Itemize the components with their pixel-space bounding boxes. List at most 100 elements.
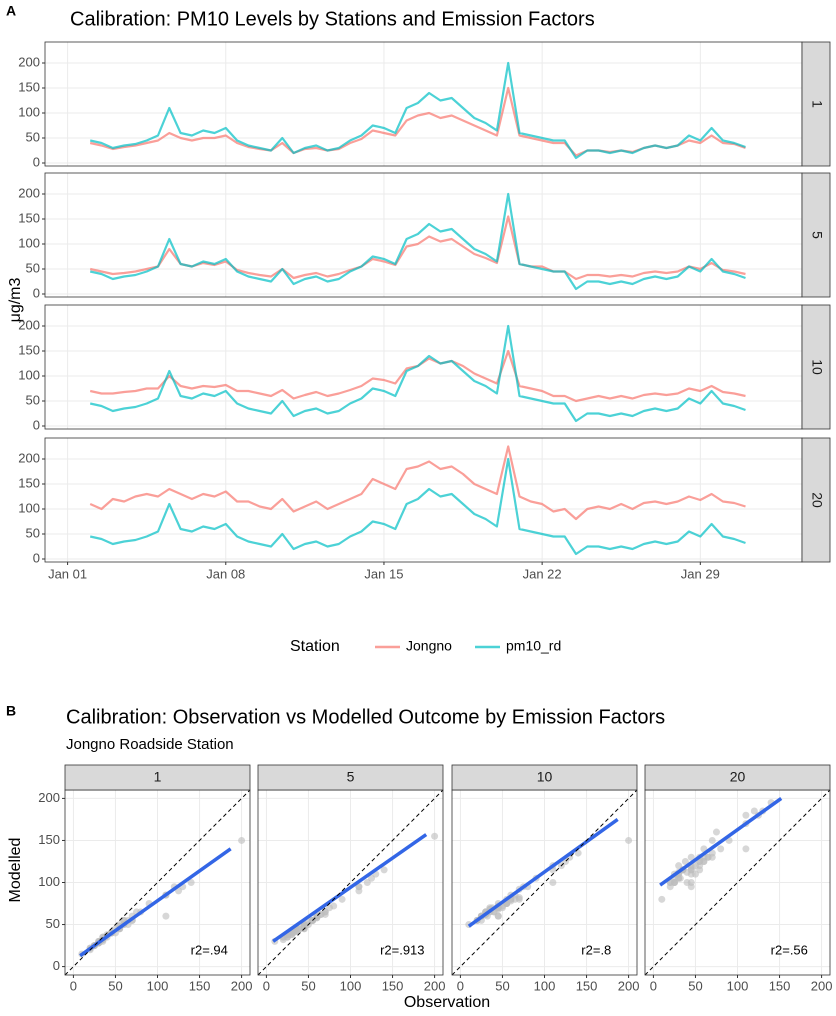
y-tick-label: 100 [18, 367, 40, 382]
x-tick-label: 50 [108, 978, 122, 993]
y-tick-label: 50 [46, 916, 60, 931]
y-tick-label: 200 [38, 790, 60, 805]
fit-line [659, 796, 783, 887]
y-tick-label: 50 [26, 260, 40, 275]
strip [801, 172, 831, 298]
x-tick-label: 100 [340, 978, 362, 993]
point [683, 868, 691, 876]
x-tick-label: 200 [618, 978, 640, 993]
strip [801, 41, 831, 167]
x-tick-label: 0 [70, 978, 77, 993]
y-tick-label: 200 [18, 317, 40, 332]
strip-label: 1 [154, 769, 162, 785]
x-tick-label: 150 [769, 978, 791, 993]
x-tick-label: 200 [811, 978, 833, 993]
point [238, 836, 246, 844]
point [708, 853, 716, 861]
point [515, 895, 523, 903]
point [321, 910, 329, 918]
x-tick-label: 100 [727, 978, 749, 993]
point [625, 836, 633, 844]
x-tick-label: 200 [424, 978, 446, 993]
x-tick-label: 150 [189, 978, 211, 993]
point [712, 828, 720, 836]
series-line [89, 61, 746, 160]
point [742, 845, 750, 853]
x-tick-label: Jan 08 [206, 566, 245, 581]
point [187, 879, 195, 886]
strip-label: 10 [537, 769, 553, 785]
fit-line [467, 818, 619, 928]
strip [451, 764, 638, 791]
x-tick-label: 0 [457, 978, 464, 993]
y-tick-label: 50 [26, 392, 40, 407]
strip [644, 764, 831, 791]
point [355, 883, 363, 891]
y-tick-label: 150 [18, 79, 40, 94]
chart-subtitle: Jongno Roadside Station [66, 736, 234, 753]
panel [45, 173, 802, 297]
y-tick-label: 200 [18, 450, 40, 465]
x-tick-label: Jan 15 [364, 566, 403, 581]
x-tick-label: 200 [231, 978, 253, 993]
point [676, 874, 684, 882]
annotation: r2=.56 [771, 942, 808, 957]
x-tick-label: Jan 01 [48, 566, 87, 581]
point [687, 853, 695, 861]
y-tick-label: 150 [38, 832, 60, 847]
panel [45, 42, 802, 166]
x-tick-label: 0 [263, 978, 270, 993]
legend-label: pm10_rd [506, 638, 561, 654]
panel [45, 305, 802, 429]
y-tick-label: 100 [18, 235, 40, 250]
point [687, 879, 695, 886]
y-tick-label: 0 [33, 550, 40, 565]
point [708, 836, 716, 844]
identity-line [644, 789, 831, 976]
x-tick-label: 150 [382, 978, 404, 993]
panel-tag: B [6, 703, 16, 719]
x-tick-label: Jan 29 [681, 566, 720, 581]
y-tick-label: 100 [18, 104, 40, 119]
point [717, 845, 725, 853]
annotation: r2=.94 [191, 942, 228, 957]
point [380, 866, 388, 874]
y-tick-label: 200 [18, 185, 40, 200]
y-tick-label: 50 [26, 525, 40, 540]
x-tick-label: 100 [534, 978, 556, 993]
y-axis-label: Modelled [7, 838, 24, 903]
y-tick-label: 0 [33, 417, 40, 432]
strip-label: 5 [347, 769, 355, 785]
point [549, 879, 557, 886]
strip-label: 10 [809, 359, 825, 375]
point [289, 929, 297, 937]
chart-title: Calibration: PM10 Levels by Stations and… [70, 8, 595, 30]
x-tick-label: 50 [301, 978, 315, 993]
identity-line [257, 789, 444, 976]
y-tick-label: 150 [18, 210, 40, 225]
chart-title: Calibration: Observation vs Modelled Out… [66, 706, 665, 728]
strip-label: 20 [730, 769, 746, 785]
annotation: r2=.913 [380, 942, 424, 957]
identity-line [64, 789, 251, 976]
fit-line [272, 833, 428, 943]
x-tick-label: 150 [576, 978, 598, 993]
point [658, 895, 666, 903]
fit-line [79, 847, 232, 958]
y-tick-label: 0 [53, 958, 60, 973]
x-tick-label: 50 [495, 978, 509, 993]
y-tick-label: 50 [26, 129, 40, 144]
y-tick-label: 150 [18, 342, 40, 357]
strip-label: 20 [809, 492, 825, 508]
y-tick-label: 100 [18, 500, 40, 515]
x-tick-label: 0 [650, 978, 657, 993]
y-axis-label: μg/m3 [7, 278, 24, 323]
x-tick-label: 50 [688, 978, 702, 993]
series-line [89, 445, 746, 521]
series-line [89, 457, 746, 556]
series-line [89, 192, 746, 291]
strip-label: 5 [809, 231, 825, 239]
panel [45, 438, 802, 562]
identity-line [451, 789, 638, 976]
strip [64, 764, 251, 791]
